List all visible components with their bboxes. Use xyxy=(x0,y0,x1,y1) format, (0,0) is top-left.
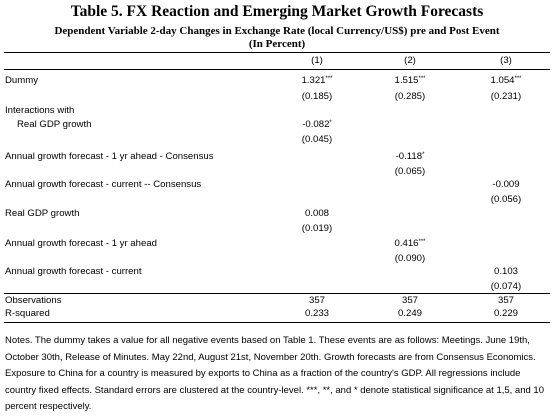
row-label-forecast-current-consensus: Annual growth forecast - current -- Cons… xyxy=(5,179,202,190)
observations-1: 357 xyxy=(308,295,325,306)
forecast-current-coef-3: 0.103 xyxy=(493,266,518,277)
forecast-1yr-coef-2: 0.416*** xyxy=(394,238,426,249)
forecast-1yr-se-2: (0.090) xyxy=(394,253,426,264)
dummy-se-3: (0.231) xyxy=(490,91,522,102)
real-gdp-se-1: (0.019) xyxy=(301,223,333,234)
top-rule xyxy=(4,52,550,53)
forecast-1yr-consensus-coef-2: -0.118* xyxy=(395,151,425,162)
row-label-dummy: Dummy xyxy=(5,75,39,86)
forecast-current-consensus-se-3: (0.056) xyxy=(490,194,522,205)
table-notes: Notes. The dummy takes a value for all n… xyxy=(5,335,544,412)
interactions-header: Interactions with xyxy=(5,105,75,116)
row-label-forecast-1yr-consensus: Annual growth forecast - 1 yr ahead - Co… xyxy=(5,151,214,162)
bottom-rule xyxy=(4,322,550,323)
rsquared-3: 0.229 xyxy=(493,308,518,319)
table-title: Table 5. FX Reaction and Emerging Market… xyxy=(70,3,484,20)
dummy-se-2: (0.285) xyxy=(394,91,426,102)
dummy-coef-1: 1.321*** xyxy=(301,75,333,86)
table-subtitle: Dependent Variable 2-day Changes in Exch… xyxy=(54,25,500,37)
forecast-current-consensus-coef-3: -0.009 xyxy=(492,179,520,190)
dummy-se-1: (0.185) xyxy=(301,91,333,102)
real-gdp-interaction-se-1: (0.045) xyxy=(301,134,333,145)
column-header-1: (1) xyxy=(311,55,323,66)
forecast-current-se-3: (0.074) xyxy=(490,281,522,292)
observations-2: 357 xyxy=(401,295,418,306)
row-label-observations: Observations xyxy=(5,295,62,306)
rsquared-2: 0.249 xyxy=(397,308,422,319)
observations-3: 357 xyxy=(497,295,514,306)
real-gdp-interaction-coef-1: -0.082* xyxy=(302,119,332,130)
row-label-real-gdp: Real GDP growth xyxy=(5,208,80,219)
row-label-forecast-current: Annual growth forecast - current xyxy=(5,266,142,277)
row-label-real-gdp-interaction: Real GDP growth xyxy=(17,119,92,130)
header-rule xyxy=(4,69,550,70)
rsquared-1: 0.233 xyxy=(304,308,329,319)
dummy-coef-2: 1.515*** xyxy=(394,75,426,86)
row-label-rsquared: R-squared xyxy=(5,308,50,319)
real-gdp-coef-1: 0.008 xyxy=(304,208,329,219)
table-subtitle-units: (In Percent) xyxy=(248,38,306,50)
column-header-2: (2) xyxy=(404,55,416,66)
row-label-forecast-1yr: Annual growth forecast - 1 yr ahead xyxy=(5,238,157,249)
stats-rule xyxy=(4,293,550,294)
forecast-1yr-consensus-se-2: (0.065) xyxy=(394,166,426,177)
dummy-coef-3: 1.054*** xyxy=(490,75,522,86)
column-header-3: (3) xyxy=(500,55,512,66)
